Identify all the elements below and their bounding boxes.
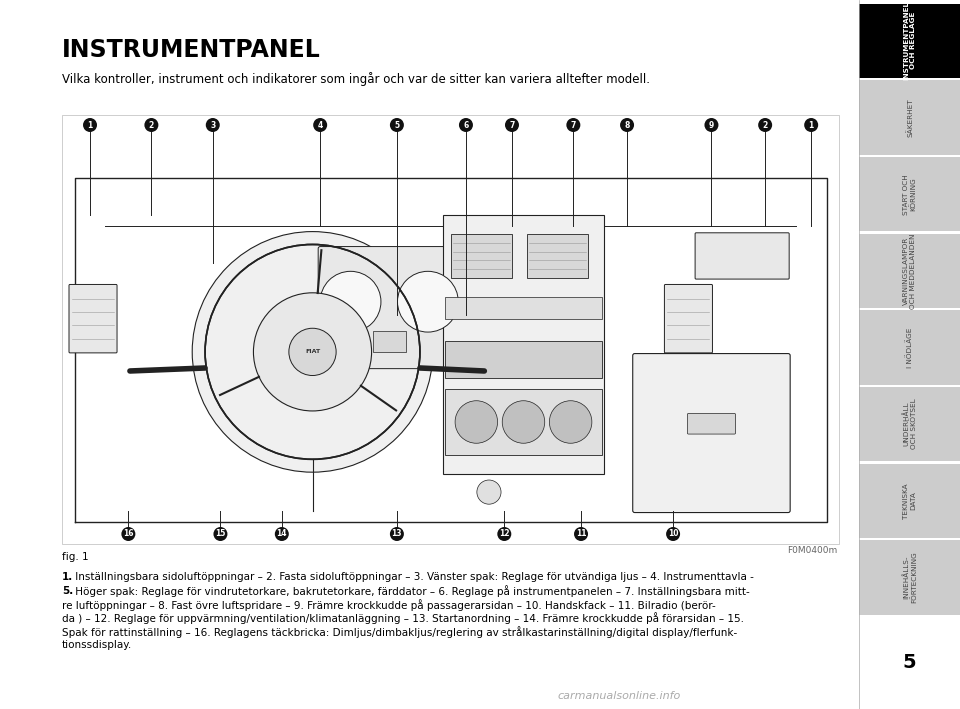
FancyBboxPatch shape <box>318 247 460 369</box>
Text: 8: 8 <box>624 121 630 130</box>
Bar <box>451 234 513 278</box>
Text: 7: 7 <box>570 121 576 130</box>
Text: INSTRUMENTPANEL: INSTRUMENTPANEL <box>62 38 321 62</box>
Text: 15: 15 <box>215 530 226 539</box>
Bar <box>859 311 960 385</box>
Circle shape <box>497 527 512 541</box>
Text: UNDERHÅLL
OCH SKÖTSEL: UNDERHÅLL OCH SKÖTSEL <box>902 398 917 450</box>
Circle shape <box>620 118 634 132</box>
Text: carmanualsonline.info: carmanualsonline.info <box>557 691 681 701</box>
Text: INNEHÅLLS-
FÖRTECKNING: INNEHÅLLS- FÖRTECKNING <box>902 552 917 603</box>
Text: 5.: 5. <box>62 586 73 596</box>
FancyBboxPatch shape <box>633 354 790 513</box>
Circle shape <box>313 118 327 132</box>
Bar <box>859 80 960 155</box>
Text: 1: 1 <box>808 121 814 130</box>
Text: 11: 11 <box>576 530 587 539</box>
Bar <box>859 233 960 308</box>
Text: 12: 12 <box>499 530 510 539</box>
Circle shape <box>549 401 592 443</box>
Text: 3: 3 <box>210 121 215 130</box>
Circle shape <box>253 293 372 411</box>
Bar <box>859 157 960 231</box>
Circle shape <box>390 118 404 132</box>
Circle shape <box>213 527 228 541</box>
Bar <box>444 389 602 455</box>
Circle shape <box>705 118 718 132</box>
Text: tionssdisplay.: tionssdisplay. <box>62 640 132 649</box>
Circle shape <box>455 401 497 443</box>
Text: 5: 5 <box>902 654 917 672</box>
Circle shape <box>758 118 772 132</box>
Text: Spak för rattinställning – 16. Reglagens täckbricka: Dimljus/dimbakljus/reglerin: Spak för rattinställning – 16. Reglagens… <box>62 626 737 638</box>
Bar <box>859 4 960 78</box>
FancyBboxPatch shape <box>69 284 117 353</box>
Circle shape <box>192 232 433 472</box>
Text: FIAT: FIAT <box>305 350 320 354</box>
Circle shape <box>83 118 97 132</box>
Circle shape <box>502 401 544 443</box>
Text: 1.: 1. <box>62 572 73 582</box>
Circle shape <box>505 118 519 132</box>
Circle shape <box>459 118 473 132</box>
Text: 13: 13 <box>392 530 402 539</box>
Bar <box>62 115 839 544</box>
Text: 1: 1 <box>87 121 93 130</box>
Text: Inställningsbara sidoluftöppningar – 2. Fasta sidoluftöppningar – 3. Vänster spa: Inställningsbara sidoluftöppningar – 2. … <box>72 572 754 582</box>
Text: VARNINGSLAMPOR
OCH MEDDELANDEN: VARNINGSLAMPOR OCH MEDDELANDEN <box>903 233 916 308</box>
Text: I NÖDLÄGE: I NÖDLÄGE <box>906 328 913 368</box>
Bar <box>444 341 602 378</box>
Circle shape <box>566 118 581 132</box>
Text: 2: 2 <box>149 121 154 130</box>
Text: 14: 14 <box>276 530 287 539</box>
Text: Höger spak: Reglage för vindrutetorkare, bakrutetorkare, färddator – 6. Reglage : Höger spak: Reglage för vindrutetorkare,… <box>72 586 750 598</box>
Bar <box>859 387 960 462</box>
Circle shape <box>289 328 336 376</box>
Bar <box>859 464 960 538</box>
Text: 10: 10 <box>668 530 679 539</box>
Text: 6: 6 <box>464 121 468 130</box>
FancyBboxPatch shape <box>372 331 406 352</box>
Bar <box>444 296 602 318</box>
Text: SÄKERHET: SÄKERHET <box>906 98 913 137</box>
Circle shape <box>121 527 135 541</box>
Text: 2: 2 <box>762 121 768 130</box>
Text: Vilka kontroller, instrument och indikatorer som ingår och var de sitter kan var: Vilka kontroller, instrument och indikat… <box>62 72 650 86</box>
Text: re luftöppningar – 8. Fast övre luftspridare – 9. Främre krockkudde på passagera: re luftöppningar – 8. Fast övre luftspri… <box>62 599 716 611</box>
FancyBboxPatch shape <box>664 284 712 353</box>
Text: 5: 5 <box>395 121 399 130</box>
Text: START OCH
KÖRNING: START OCH KÖRNING <box>902 174 917 215</box>
Circle shape <box>205 118 220 132</box>
Circle shape <box>804 118 818 132</box>
Circle shape <box>144 118 158 132</box>
Circle shape <box>275 527 289 541</box>
Bar <box>443 216 604 474</box>
Text: fig. 1: fig. 1 <box>62 552 88 562</box>
Circle shape <box>390 527 404 541</box>
Bar <box>527 234 588 278</box>
Circle shape <box>321 272 381 332</box>
FancyBboxPatch shape <box>687 413 735 434</box>
FancyBboxPatch shape <box>695 233 789 279</box>
Text: 4: 4 <box>318 121 323 130</box>
Text: 7: 7 <box>510 121 515 130</box>
Bar <box>859 540 960 615</box>
Circle shape <box>574 527 588 541</box>
Text: 9: 9 <box>708 121 714 130</box>
Text: da ) – 12. Reglage för uppvärmning/ventilation/klimatanläggning – 13. Startanord: da ) – 12. Reglage för uppvärmning/venti… <box>62 613 744 625</box>
Text: TEKNISKA
DATA: TEKNISKA DATA <box>903 483 916 518</box>
Text: INSTRUMENTPANEL
OCH REGLAGE: INSTRUMENTPANEL OCH REGLAGE <box>903 1 916 80</box>
Text: F0M0400m: F0M0400m <box>787 546 837 555</box>
Circle shape <box>397 272 458 332</box>
Circle shape <box>666 527 680 541</box>
Text: 16: 16 <box>123 530 133 539</box>
Circle shape <box>477 480 501 504</box>
